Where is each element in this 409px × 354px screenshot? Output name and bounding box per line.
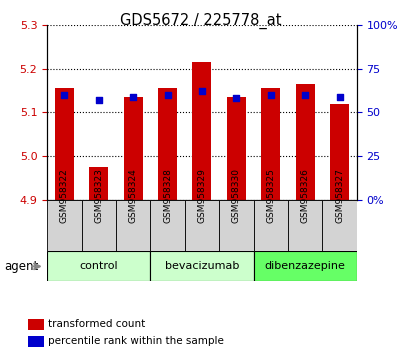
Text: GSM958327: GSM958327 — [334, 168, 343, 223]
Bar — [89, 167, 108, 200]
Bar — [192, 62, 211, 200]
Text: control: control — [79, 261, 118, 272]
Text: GSM958325: GSM958325 — [265, 168, 274, 223]
Text: GSM958329: GSM958329 — [197, 168, 206, 223]
Bar — [116, 200, 150, 251]
Point — [301, 92, 308, 98]
Text: GDS5672 / 225778_at: GDS5672 / 225778_at — [120, 12, 281, 29]
Point — [232, 96, 239, 101]
Text: bevacizumab: bevacizumab — [164, 261, 238, 272]
Bar — [253, 200, 287, 251]
Text: GSM958324: GSM958324 — [128, 169, 137, 223]
Bar — [184, 200, 218, 251]
Bar — [226, 97, 245, 200]
Bar — [218, 200, 253, 251]
Bar — [329, 104, 348, 200]
Text: agent: agent — [4, 260, 38, 273]
Text: GSM958323: GSM958323 — [94, 168, 103, 223]
Point — [164, 92, 171, 98]
Bar — [28, 336, 44, 347]
Point — [95, 97, 102, 103]
Bar — [150, 200, 184, 251]
Text: GSM958328: GSM958328 — [163, 168, 172, 223]
Text: percentile rank within the sample: percentile rank within the sample — [48, 336, 223, 346]
Bar — [287, 200, 321, 251]
Point — [335, 94, 342, 99]
Point — [198, 88, 204, 94]
Bar — [28, 319, 44, 330]
Bar — [261, 88, 279, 200]
Bar — [253, 251, 356, 281]
Bar — [321, 200, 356, 251]
Bar — [295, 84, 314, 200]
Point — [130, 94, 136, 99]
Bar — [158, 88, 177, 200]
Bar — [81, 200, 116, 251]
Bar — [47, 251, 150, 281]
Bar — [150, 251, 253, 281]
Bar — [47, 200, 81, 251]
Point — [267, 92, 273, 98]
Text: GSM958322: GSM958322 — [60, 169, 69, 223]
Bar — [124, 97, 142, 200]
Text: transformed count: transformed count — [48, 319, 145, 329]
Text: GSM958330: GSM958330 — [231, 168, 240, 223]
Text: dibenzazepine: dibenzazepine — [264, 261, 345, 272]
Bar — [55, 88, 74, 200]
Text: GSM958326: GSM958326 — [300, 168, 309, 223]
Point — [61, 92, 67, 98]
